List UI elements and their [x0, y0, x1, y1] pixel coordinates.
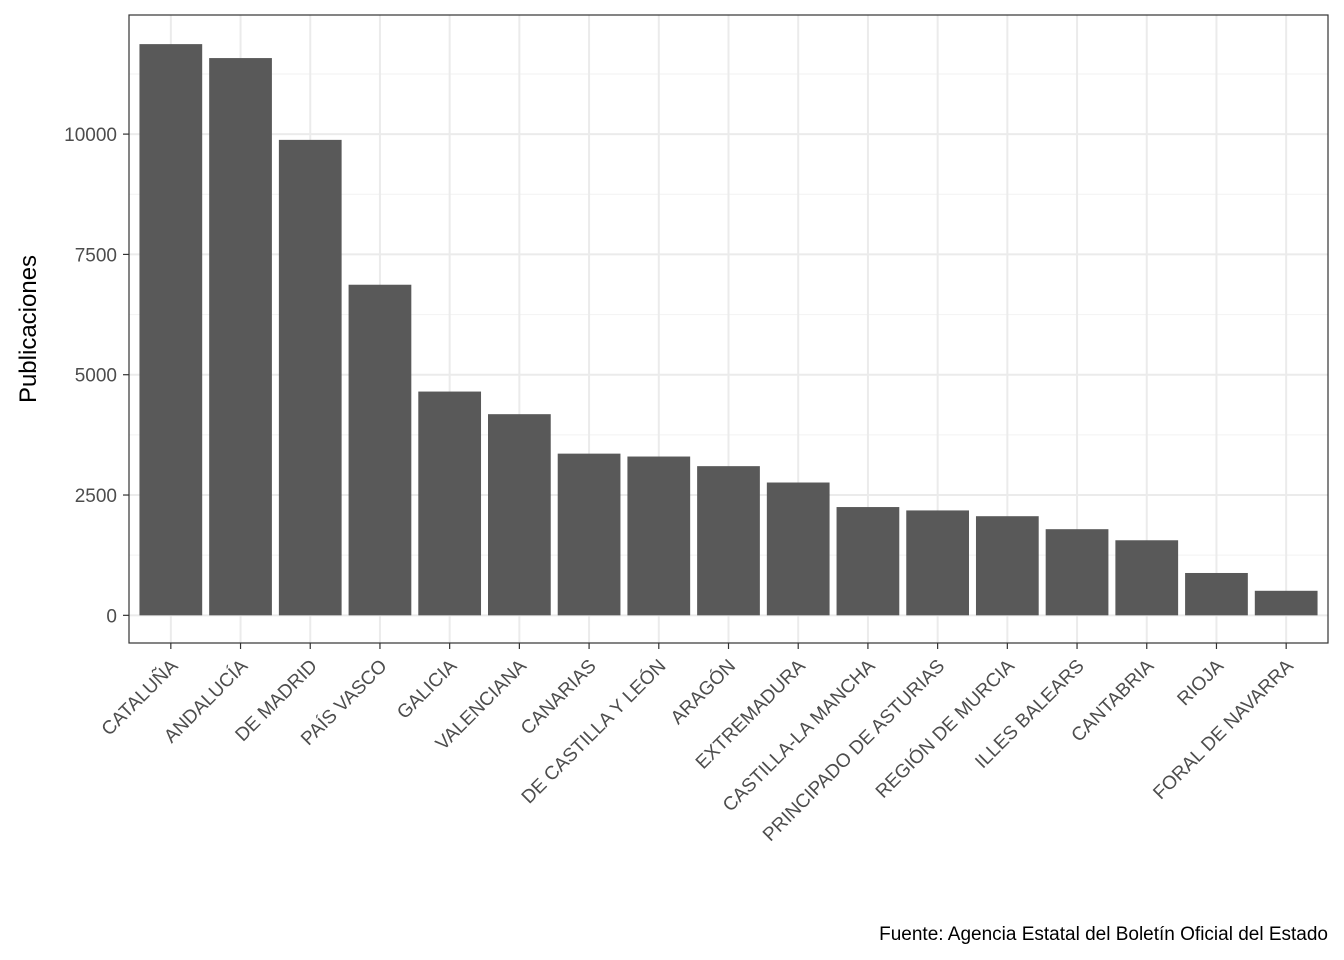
y-tick-label: 2500: [75, 486, 117, 507]
bar: [1185, 572, 1248, 616]
y-tick-label: 5000: [75, 366, 117, 387]
bar: [1115, 540, 1179, 616]
y-axis: 0 2500 5000 7500 10000: [64, 125, 129, 627]
bars: [139, 44, 1318, 616]
bar: [139, 44, 203, 616]
y-tick-label: 0: [106, 606, 117, 627]
x-tick-label: RIOJA: [1174, 655, 1229, 710]
bar: [906, 510, 969, 616]
x-tick-label: DE CASTILLA Y LEÓN: [517, 655, 670, 808]
bar: [348, 284, 412, 616]
bar: [418, 391, 482, 616]
bar: [697, 466, 760, 616]
y-tick-label: 7500: [75, 245, 117, 266]
x-tick-label: GALICIA: [393, 655, 461, 723]
x-tick-label: FORAL DE NAVARRA: [1149, 655, 1297, 803]
x-tick-label: REGIÓN DE MURCIA: [871, 655, 1019, 803]
bar: [836, 507, 900, 616]
bar: [557, 453, 621, 616]
caption: Fuente: Agencia Estatal del Boletín Ofic…: [879, 924, 1328, 945]
x-tick-label: ARAGÓN: [666, 655, 740, 729]
y-tick-label: 10000: [64, 125, 117, 146]
bar: [627, 456, 691, 616]
bar: [1254, 590, 1318, 616]
bar: [209, 58, 272, 616]
y-axis-title: Publicaciones: [15, 255, 42, 403]
bar: [1045, 529, 1109, 616]
bar: [975, 516, 1039, 616]
bar: [488, 414, 551, 616]
bar: [278, 139, 342, 616]
bar: [766, 482, 830, 616]
